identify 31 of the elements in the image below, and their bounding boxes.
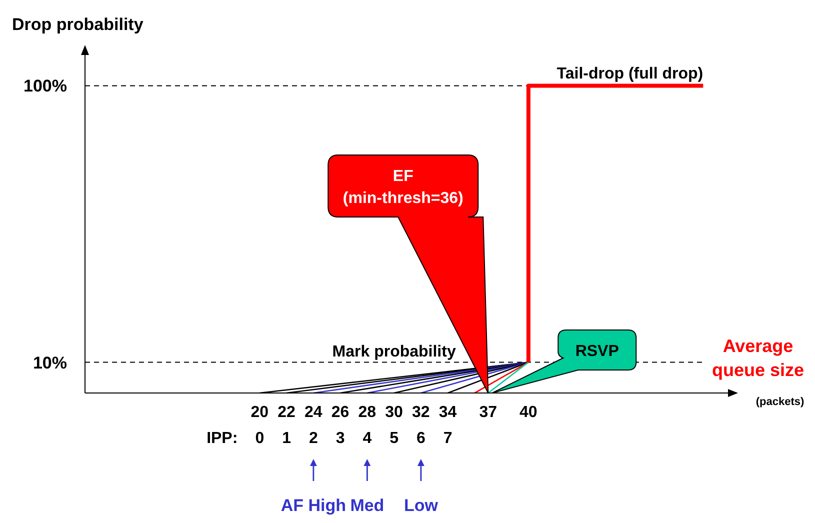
text: 7: [443, 430, 452, 447]
text: 4: [362, 430, 372, 447]
ref-line-label: Mark probability: [332, 343, 456, 360]
x-axis-title: Average queue size: [712, 336, 804, 380]
text: 6: [416, 430, 426, 447]
text: 1: [282, 430, 292, 447]
y-tick-label: 10%: [32, 353, 67, 372]
text: 2: [308, 430, 318, 447]
text: Med: [350, 496, 384, 515]
x-tick-label: 20: [250, 404, 269, 421]
text: 0: [255, 430, 264, 447]
x-tick-label: 24: [304, 404, 322, 421]
text: 3: [336, 430, 345, 447]
x-tick-label: 28: [358, 404, 376, 421]
annotation: RSVP: [575, 343, 620, 360]
text: 5: [390, 430, 399, 447]
text: Low: [404, 496, 439, 515]
x-tick-label: 26: [331, 404, 350, 421]
y-tick-label: 100%: [24, 76, 67, 96]
x-tick-label: 40: [520, 404, 538, 421]
y-axis-title: Drop probability: [12, 15, 144, 34]
annotation: Tail-drop (full drop): [556, 66, 704, 83]
x-tick-label: 32: [412, 404, 430, 421]
annotation: EF (min-thresh=36): [342, 168, 464, 207]
text: (packets): [756, 396, 804, 408]
x-tick-label: 30: [385, 404, 404, 421]
text: IPP:: [206, 430, 238, 447]
x-tick-label: 34: [438, 404, 457, 421]
x-tick-label: 37: [479, 404, 498, 421]
text: AF High: [280, 496, 346, 515]
x-tick-label: 22: [278, 404, 296, 421]
